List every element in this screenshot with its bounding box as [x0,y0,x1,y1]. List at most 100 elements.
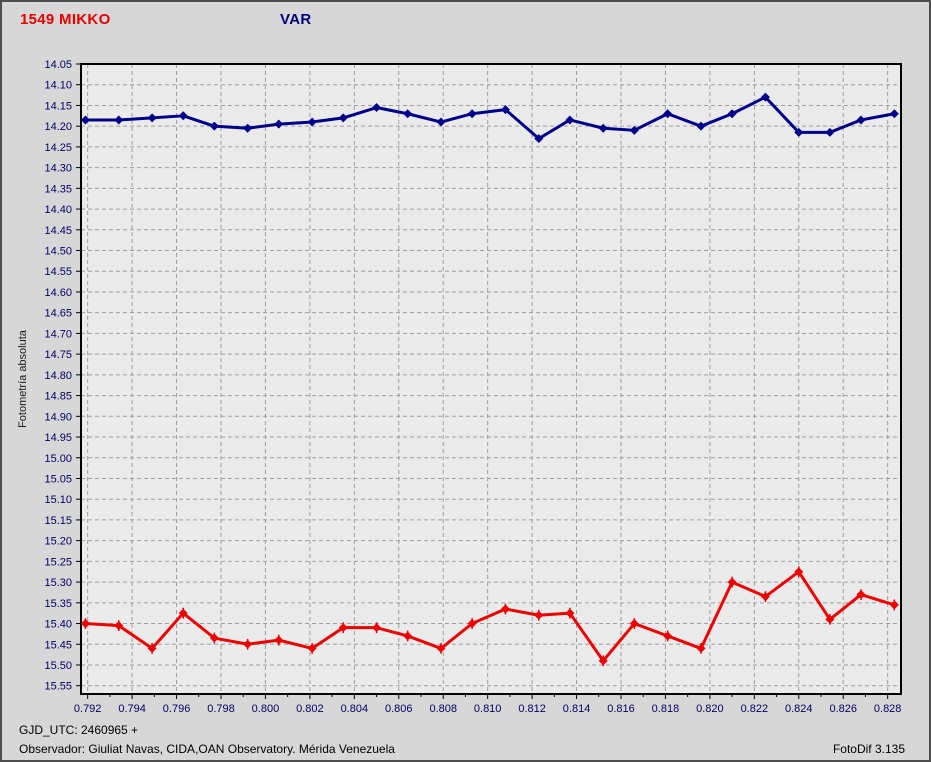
svg-text:15.55: 15.55 [44,681,72,693]
svg-text:14.30: 14.30 [44,163,72,175]
data-point-marker [889,109,899,119]
photometry-chart: 14.05 14.10 14.15 14.20 14.25 14.30 14.35 14.40… [17,59,902,715]
svg-text:15.20: 15.20 [44,536,72,548]
data-point-marker [565,608,575,618]
data-point-marker [338,113,348,123]
data-point-marker [274,119,284,129]
data-point-marker [178,608,188,618]
data-point-marker [825,614,835,624]
svg-text:0.796: 0.796 [163,703,191,715]
data-point-marker [760,592,770,602]
svg-text:15.30: 15.30 [44,577,72,589]
svg-text:0.794: 0.794 [118,703,146,715]
svg-text:15.40: 15.40 [44,619,72,631]
svg-text:0.824: 0.824 [785,703,813,715]
y-axis-title: Fotometría absoluta [17,329,29,428]
series-var [80,92,899,144]
data-point-marker [663,631,673,641]
plot-area [81,64,901,694]
svg-text:0.820: 0.820 [696,703,724,715]
data-point-marker [500,604,510,614]
chart-header: 1549 MIKKO VAR [2,2,929,36]
svg-text:14.50: 14.50 [44,246,72,258]
data-point-marker [727,577,737,587]
svg-text:15.10: 15.10 [44,494,72,506]
svg-text:14.75: 14.75 [44,349,72,361]
data-point-marker [307,117,317,127]
data-point-marker [147,113,157,123]
data-point-marker [372,103,382,113]
data-point-marker [856,590,866,600]
svg-text:15.45: 15.45 [44,639,72,651]
data-point-marker [274,635,284,645]
data-point-marker [403,631,413,641]
data-point-marker [794,567,804,577]
data-point-marker [794,127,804,137]
svg-text:0.804: 0.804 [341,703,369,715]
data-point-marker [80,115,90,125]
svg-text:0.800: 0.800 [252,703,280,715]
data-point-marker [534,610,544,620]
data-point-marker [243,639,253,649]
svg-text:14.20: 14.20 [44,121,72,133]
svg-text:15.35: 15.35 [44,598,72,610]
app-version-label: FotoDif 3.135 [832,742,905,756]
svg-text:14.25: 14.25 [44,142,72,154]
svg-text:14.35: 14.35 [44,183,72,195]
data-point-marker [243,123,253,133]
data-point-marker [209,121,219,131]
target-title: 1549 MIKKO [20,11,111,28]
data-point-marker [534,134,544,144]
gridlines [81,63,901,694]
data-point-marker [598,656,608,666]
data-point-marker [114,115,124,125]
data-point-marker [565,115,575,125]
svg-text:15.05: 15.05 [44,473,72,485]
data-point-marker [760,92,770,102]
svg-text:14.85: 14.85 [44,391,72,403]
data-point-marker [114,621,124,631]
svg-text:14.80: 14.80 [44,370,72,382]
plot-frame [80,63,902,695]
svg-text:0.810: 0.810 [474,703,502,715]
svg-text:14.90: 14.90 [44,411,72,423]
data-point-marker [307,643,317,653]
data-point-marker [696,643,706,653]
svg-text:14.15: 14.15 [44,100,72,112]
data-point-marker [436,117,446,127]
svg-text:0.816: 0.816 [607,703,635,715]
data-point-marker [663,109,673,119]
observer-label: Observador: Giuliat Navas, CIDA,OAN Obse… [19,742,395,756]
svg-text:0.822: 0.822 [741,703,769,715]
data-point-marker [80,619,90,629]
svg-text:15.25: 15.25 [44,556,72,568]
svg-text:0.818: 0.818 [652,703,680,715]
data-point-marker [856,115,866,125]
svg-text:14.55: 14.55 [44,266,72,278]
data-point-marker [372,623,382,633]
data-point-marker [500,105,510,115]
svg-text:0.798: 0.798 [207,703,235,715]
svg-text:0.808: 0.808 [429,703,457,715]
series-target [80,566,899,667]
data-point-marker [629,619,639,629]
svg-text:14.10: 14.10 [44,80,72,92]
data-point-marker [467,109,477,119]
data-point-marker [467,619,477,629]
axis-tick-labels: 14.05 14.10 14.15 14.20 14.25 14.30 14.35 14.40… [44,59,901,715]
data-point-marker [338,623,348,633]
data-point-marker [147,643,157,653]
data-point-marker [696,121,706,131]
svg-text:15.00: 15.00 [44,453,72,465]
svg-text:14.95: 14.95 [44,432,72,444]
data-point-marker [436,643,446,653]
svg-text:14.05: 14.05 [44,59,72,71]
svg-text:14.70: 14.70 [44,328,72,340]
comparison-title: VAR [280,11,312,28]
svg-text:14.45: 14.45 [44,225,72,237]
svg-text:14.60: 14.60 [44,287,72,299]
data-point-marker [178,111,188,121]
svg-text:0.806: 0.806 [385,703,413,715]
data-point-marker [598,123,608,133]
